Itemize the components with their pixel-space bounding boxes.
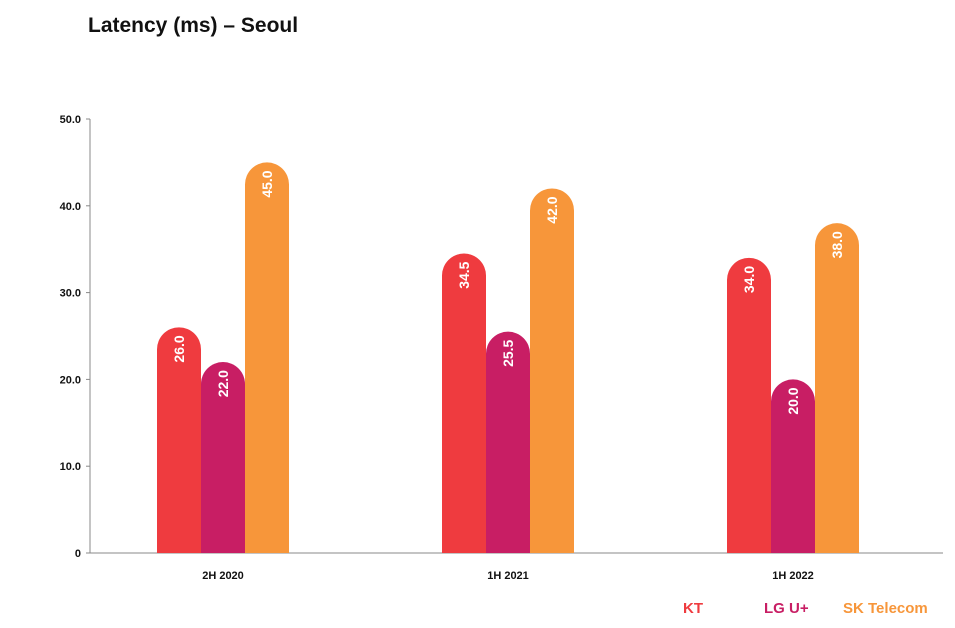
legend-lg-uplus: LG U+ xyxy=(764,600,809,617)
bar xyxy=(245,162,289,553)
bar xyxy=(201,362,245,553)
data-label: 38.0 xyxy=(829,231,845,258)
bar xyxy=(530,188,574,553)
data-label: 20.0 xyxy=(785,387,801,414)
y-tick-label: 50.0 xyxy=(60,114,81,126)
x-tick-label: 2H 2020 xyxy=(202,570,244,582)
bar xyxy=(442,253,486,553)
data-label: 25.5 xyxy=(500,339,516,366)
x-tick-label: 1H 2021 xyxy=(487,570,529,582)
data-label: 45.0 xyxy=(259,170,275,197)
legend-kt: KT xyxy=(683,600,703,617)
y-tick-label: 20.0 xyxy=(60,374,81,386)
y-tick-label: 40.0 xyxy=(60,201,81,213)
bar xyxy=(771,379,815,553)
data-label: 42.0 xyxy=(544,196,560,223)
y-tick-label: 0 xyxy=(75,548,81,560)
y-tick-label: 30.0 xyxy=(60,288,81,300)
bar xyxy=(815,223,859,553)
bar xyxy=(727,257,771,553)
data-label: 34.0 xyxy=(741,266,757,293)
data-label: 34.5 xyxy=(456,261,472,288)
chart-title: Latency (ms) – Seoul xyxy=(88,14,299,37)
legend-sk-telecom: SK Telecom xyxy=(843,600,928,617)
bar xyxy=(486,331,530,553)
x-tick-label: 1H 2022 xyxy=(772,570,814,582)
data-label: 22.0 xyxy=(215,370,231,397)
bar xyxy=(157,327,201,553)
y-tick-label: 10.0 xyxy=(60,461,81,473)
data-label: 26.0 xyxy=(171,335,187,362)
